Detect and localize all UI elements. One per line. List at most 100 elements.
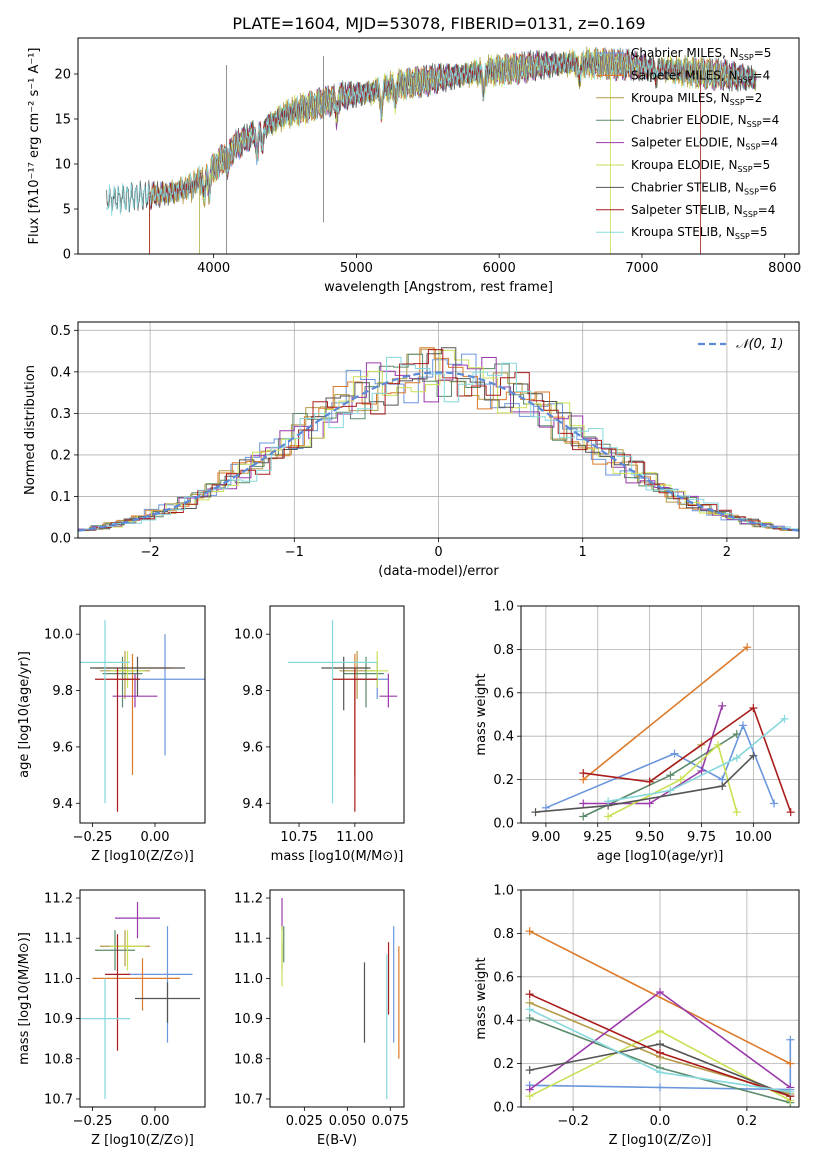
- mass-vs-Z-ytick-label: 10.9: [44, 1012, 73, 1027]
- spectrum-xtick-label: 4000: [197, 261, 230, 276]
- residuals-ticks: −2 −1 0 1 2 0.0 0.1 0.2 0.3 0.4 0.5: [50, 324, 731, 560]
- residuals-xtick-label: 1: [579, 545, 587, 560]
- mass-weight-vs-age-line-5: [607, 743, 738, 818]
- mass-vs-EBV-panel: 0.025 0.050 0.075 10.7 10.8 10.9 11.0 11.1 11.2 E…: [234, 889, 409, 1148]
- age-vs-mass-plot-area: [287, 620, 398, 812]
- spectrum-xtick-label: 5000: [340, 261, 373, 276]
- mass-weight-vs-Z-ticks: −0.2 0.0 0.2 0.0 0.2 0.4 0.6 0.8 1.0: [493, 884, 757, 1130]
- mass-weight-vs-age-xtick-label: 9.75: [687, 830, 716, 845]
- mass-weight-vs-age-xlabel: age [log10(age/yr)]: [597, 849, 724, 864]
- mass-weight-vs-age-line-1: [582, 646, 748, 781]
- mass-vs-Z-point-6: [135, 982, 200, 1023]
- mass-weight-vs-age-frame: [520, 605, 800, 824]
- spectrum-frame: [77, 37, 800, 255]
- age-vs-mass-ytick-label: 9.4: [242, 797, 263, 812]
- age-vs-mass-point-6: [321, 656, 371, 711]
- residuals-xlabel: (data-model)/error: [378, 564, 499, 579]
- age-vs-Z-ytick-label: 9.6: [52, 740, 73, 755]
- mass-vs-EBV-ytick-label: 10.7: [234, 1092, 263, 1107]
- age-vs-Z-xtick-label: 0.00: [141, 830, 170, 845]
- mass-vs-EBV-errorbars: [281, 898, 400, 1099]
- mass-vs-Z-point-0: [127, 926, 193, 1043]
- mass-weight-vs-age-marker: [738, 721, 747, 730]
- age-vs-mass-point-7: [332, 668, 378, 812]
- mass-weight-vs-Z-xtick-label: −0.2: [557, 1114, 589, 1129]
- mass-weight-vs-age-marker: [645, 777, 654, 786]
- residuals-ytick-label: 0.1: [50, 490, 71, 505]
- mass-weight-vs-age-line-7: [583, 706, 792, 813]
- age-vs-Z-frame: [79, 605, 206, 824]
- legend-label-0: Chabrier MILES, NSSP=5: [631, 46, 771, 62]
- mass-weight-vs-age-marker: [697, 766, 706, 775]
- mass-weight-vs-age-marker: [718, 701, 727, 710]
- spectrum-xtick-label: 8000: [768, 261, 801, 276]
- mass-vs-Z-ytick-label: 11.2: [44, 892, 73, 907]
- spectrum-panel: 4000 5000 6000 7000 8000 0 5 10 15 20 wavelength […: [27, 37, 801, 295]
- mass-weight-vs-age-marker: [743, 643, 752, 652]
- mass-weight-vs-age-line-0: [545, 723, 775, 809]
- mass-vs-Z-frame: [79, 889, 206, 1108]
- mass-weight-vs-age-marker: [604, 797, 613, 806]
- mass-vs-EBV-ytick-label: 10.9: [234, 1012, 263, 1027]
- mass-weight-vs-age-ytick-label: 0.8: [493, 643, 514, 658]
- mass-vs-EBV-ytick-label: 10.8: [234, 1052, 263, 1067]
- mass-weight-vs-age-line-6: [535, 755, 754, 813]
- mass-vs-Z-point-5: [110, 930, 145, 971]
- mass-weight-vs-Z-marker: [525, 1092, 534, 1101]
- mass-vs-Z-xtick-label: 0.00: [141, 1114, 170, 1129]
- mass-vs-EBV-xtick-label: 0.025: [286, 1114, 323, 1129]
- mass-vs-EBV-xlabel: E(B-V): [317, 1133, 357, 1148]
- mass-weight-vs-age-marker: [718, 782, 727, 791]
- histogram-5: [79, 349, 799, 531]
- histogram-8: [83, 356, 799, 530]
- mass-weight-vs-age-marker: [732, 730, 741, 739]
- age-vs-mass-frame: [269, 605, 405, 824]
- mass-weight-vs-age-marker: [670, 749, 679, 758]
- spectrum-ytick-label: 15: [54, 113, 71, 128]
- legend-label-2: Kroupa MILES, NSSP=2: [631, 91, 762, 107]
- mass-vs-EBV-ytick-label: 11.1: [234, 932, 263, 947]
- mass-weight-vs-Z-marker: [786, 1087, 795, 1096]
- mass-vs-EBV-xtick-label: 0.050: [329, 1114, 366, 1129]
- residuals-ytick-label: 0.0: [50, 532, 71, 547]
- mass-vs-EBV-ytick-label: 11.0: [234, 972, 263, 987]
- mass-weight-vs-Z-marker: [656, 1068, 664, 1077]
- mass-weight-vs-age-marker: [749, 703, 758, 712]
- mass-vs-Z-panel: −0.25 0.00 10.7 10.8 10.9 11.0 11.1 11.2 Z [log1…: [17, 889, 206, 1148]
- mass-vs-EBV-frame: [269, 889, 405, 1108]
- mass-weight-vs-age-line-8: [607, 718, 786, 803]
- mass-weight-vs-age-marker: [786, 808, 795, 817]
- age-vs-mass-ytick-label: 9.6: [242, 740, 263, 755]
- mass-weight-vs-age-xtick-label: 9.25: [583, 830, 612, 845]
- mass-weight-vs-Z-marker: [786, 1059, 795, 1068]
- residuals-ylabel: Normed distribution: [23, 365, 38, 495]
- mass-weight-vs-age-marker: [770, 799, 779, 808]
- spectrum-xlabel: wavelength [Angstrom, rest frame]: [324, 280, 553, 295]
- mass-vs-Z-ticks: −0.25 0.00 10.7 10.8 10.9 11.0 11.1 11.2: [44, 892, 169, 1129]
- mass-vs-Z-errorbars: [80, 902, 200, 1099]
- mass-vs-Z-xlabel: Z [log10(Z/Z⊙)]: [91, 1133, 194, 1148]
- age-vs-Z-point-7: [95, 668, 140, 812]
- residuals-ytick-label: 0.2: [50, 448, 71, 463]
- residuals-ytick-label: 0.3: [50, 407, 71, 422]
- mass-vs-Z-point-3: [95, 930, 135, 971]
- mass-weight-vs-Z-xlabel: Z [log10(Z/Z⊙)]: [609, 1133, 712, 1148]
- mass-weight-vs-Z-xtick-label: 0.0: [650, 1114, 671, 1129]
- age-vs-mass-panel: 10.75 11.00 9.4 9.6 9.8 10.0 mass [log10(M/M⊙)…: [234, 605, 405, 864]
- age-vs-Z-errorbars: [80, 620, 205, 812]
- age-vs-Z-ytick-label: 9.4: [52, 797, 73, 812]
- mass-weight-vs-age-marker: [714, 740, 723, 749]
- age-vs-mass-xtick-label: 11.00: [336, 830, 373, 845]
- mass-weight-vs-Z-marker: [525, 927, 534, 936]
- mass-weight-vs-age-marker: [645, 799, 654, 808]
- mass-weight-vs-Z-panel: −0.2 0.0 0.2 0.0 0.2 0.4 0.6 0.8 1.0 Z [log10(Z/Z…: [474, 884, 800, 1148]
- mass-weight-vs-Z-marker: [656, 1048, 664, 1057]
- residuals-xtick-label: 0: [434, 545, 442, 560]
- mass-weight-vs-age-marker: [732, 753, 741, 762]
- mass-weight-vs-Z-marker: [525, 1014, 534, 1023]
- mass-vs-Z-ytick-label: 10.8: [44, 1052, 73, 1067]
- age-vs-Z-ytick-label: 9.8: [52, 684, 73, 699]
- age-vs-Z-ticks: −0.25 0.00 9.4 9.6 9.8 10.0: [44, 628, 169, 845]
- age-vs-mass-point-4: [379, 673, 398, 708]
